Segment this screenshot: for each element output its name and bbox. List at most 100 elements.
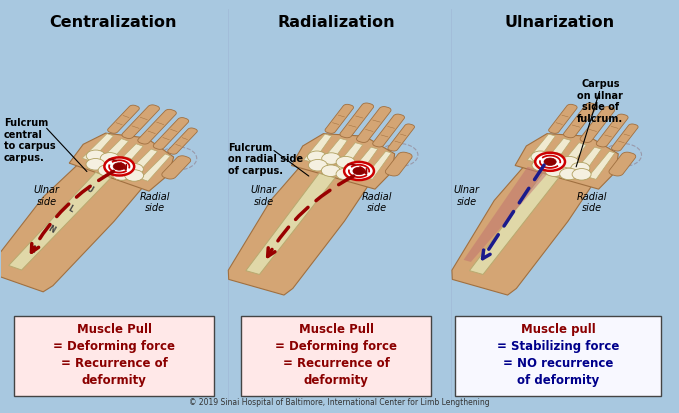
Polygon shape [141,154,170,181]
Polygon shape [111,144,143,172]
Text: = NO recurrence: = NO recurrence [503,357,613,370]
Polygon shape [325,104,354,133]
Polygon shape [464,167,549,262]
Circle shape [100,152,120,164]
Circle shape [321,165,340,176]
Polygon shape [0,162,145,292]
Circle shape [113,163,126,170]
Circle shape [344,162,374,180]
Circle shape [105,157,134,176]
Text: A: A [28,244,37,254]
Polygon shape [69,133,174,191]
Polygon shape [557,142,587,171]
Text: Muscle Pull: Muscle Pull [299,323,373,336]
Polygon shape [82,134,113,161]
Polygon shape [365,151,391,179]
Polygon shape [350,147,378,176]
Text: Muscle Pull: Muscle Pull [77,323,151,336]
Polygon shape [126,149,158,177]
Text: Ulnar
side: Ulnar side [34,185,60,207]
Polygon shape [588,151,615,179]
Circle shape [348,169,367,180]
Text: = Stabilizing force: = Stabilizing force [497,340,619,353]
Text: of deformity: of deformity [517,374,599,387]
Text: deformity: deformity [304,374,369,387]
Text: = Deforming force: = Deforming force [275,340,397,353]
Text: Radial
side: Radial side [140,192,170,213]
Circle shape [336,157,355,168]
Polygon shape [515,134,619,189]
Text: Radialization: Radialization [277,15,395,30]
Circle shape [559,157,579,168]
Polygon shape [122,105,160,138]
Polygon shape [291,134,394,189]
Polygon shape [108,105,139,133]
Circle shape [544,158,556,166]
Circle shape [531,151,550,163]
Text: Carpus
on ulnar
side of
fulcrum.: Carpus on ulnar side of fulcrum. [577,79,623,124]
Polygon shape [138,109,177,144]
Polygon shape [564,103,597,138]
Polygon shape [573,147,602,176]
Polygon shape [452,164,593,295]
Circle shape [86,159,105,170]
Polygon shape [612,124,638,151]
Polygon shape [168,128,198,154]
Circle shape [322,153,341,164]
Circle shape [535,153,565,171]
Circle shape [114,157,133,169]
Circle shape [572,169,591,180]
Polygon shape [580,107,614,142]
Text: N: N [47,224,57,235]
Text: Ulnar
side: Ulnar side [251,185,276,207]
Polygon shape [356,107,391,142]
Text: Centralization: Centralization [49,15,177,30]
Polygon shape [549,104,577,133]
Text: Radial
side: Radial side [577,192,608,213]
Polygon shape [596,114,628,147]
Circle shape [308,151,327,163]
Circle shape [125,170,144,181]
Polygon shape [162,156,191,179]
Text: deformity: deformity [81,374,147,387]
Polygon shape [373,114,405,147]
Polygon shape [96,139,128,166]
Polygon shape [386,152,412,176]
Text: Ulnar
side: Ulnar side [454,185,480,207]
Circle shape [336,168,355,180]
Text: Fulcrum
central
to carpus
carpus.: Fulcrum central to carpus carpus. [4,118,56,163]
Polygon shape [340,103,373,138]
Circle shape [86,150,105,161]
Text: Ulnarization: Ulnarization [504,15,614,30]
Circle shape [98,165,117,176]
Text: = Recurrence of: = Recurrence of [60,357,168,370]
Polygon shape [388,124,414,151]
Polygon shape [318,138,348,167]
Text: Fulcrum
on radial side
of carpus.: Fulcrum on radial side of carpus. [227,143,303,176]
Polygon shape [9,172,111,270]
Polygon shape [469,173,559,275]
Polygon shape [334,142,363,171]
Polygon shape [304,134,332,162]
Polygon shape [528,134,555,162]
Text: Radial
side: Radial side [361,192,392,213]
FancyBboxPatch shape [455,316,661,396]
Circle shape [545,153,564,164]
Text: = Recurrence of: = Recurrence of [282,357,390,370]
Circle shape [353,167,365,175]
Text: © 2019 Sinai Hospital of Baltimore, International Center for Limb Lengthening: © 2019 Sinai Hospital of Baltimore, Inte… [189,399,490,407]
Polygon shape [228,164,370,295]
Text: Muscle pull: Muscle pull [521,323,595,336]
Polygon shape [246,173,335,275]
Polygon shape [153,118,189,150]
Circle shape [124,164,143,175]
Circle shape [112,169,131,180]
Text: U: U [85,184,94,195]
Circle shape [532,159,551,171]
Polygon shape [543,138,571,167]
Circle shape [571,162,590,174]
FancyBboxPatch shape [14,316,214,396]
Circle shape [559,168,579,180]
FancyBboxPatch shape [241,316,431,396]
Polygon shape [609,152,636,176]
